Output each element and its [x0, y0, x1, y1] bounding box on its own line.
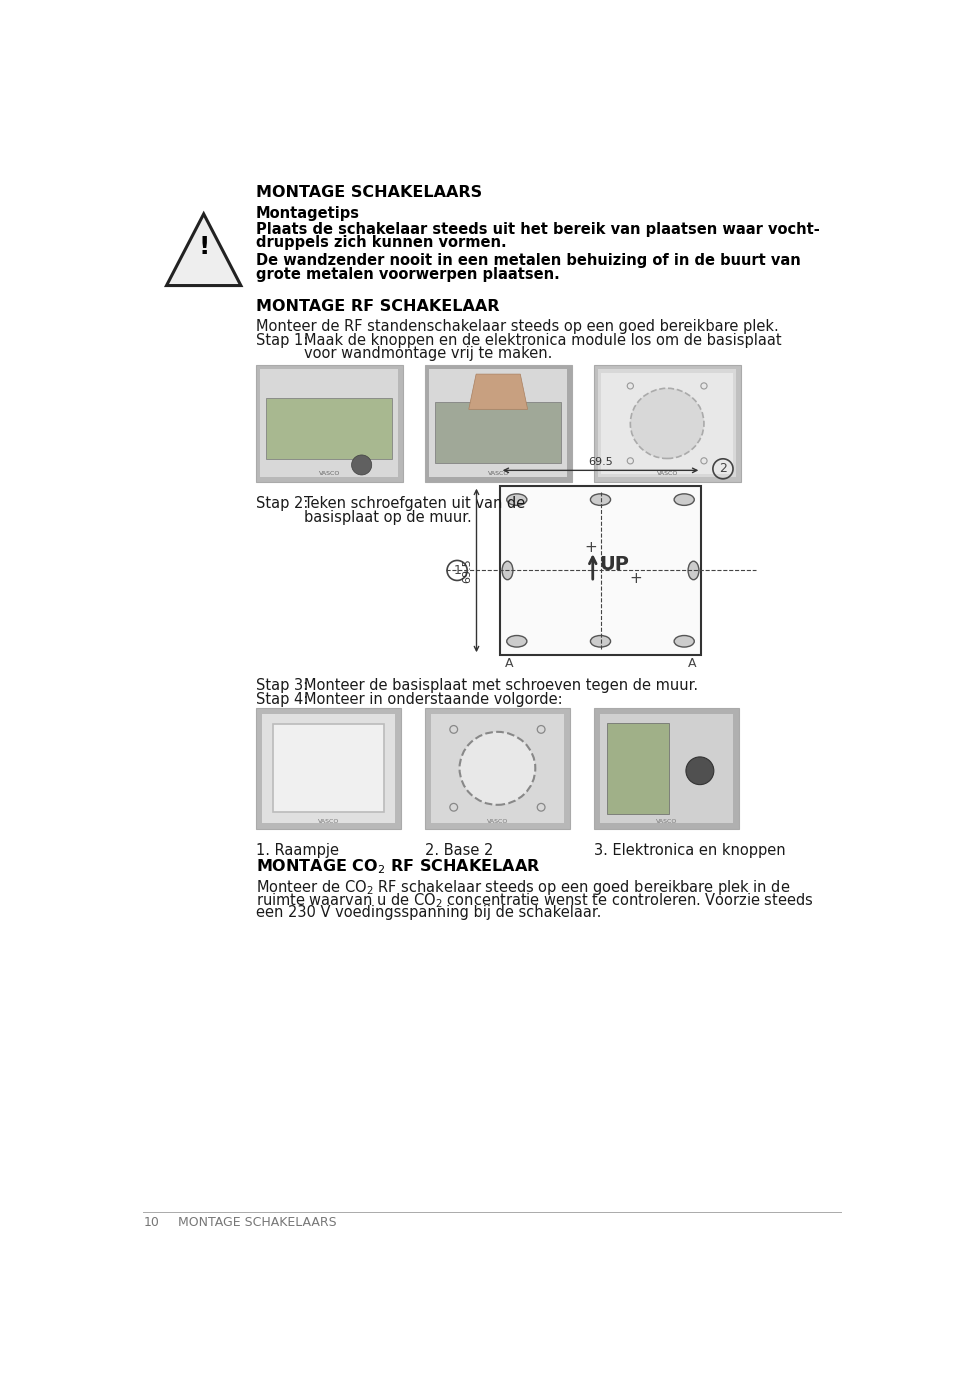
Polygon shape	[468, 374, 528, 410]
Ellipse shape	[590, 636, 611, 647]
FancyBboxPatch shape	[267, 397, 392, 458]
Text: A: A	[687, 656, 696, 670]
FancyBboxPatch shape	[500, 486, 701, 655]
Text: Teken schroefgaten uit van de: Teken schroefgaten uit van de	[304, 496, 526, 511]
Text: MONTAGE SCHAKELAARS: MONTAGE SCHAKELAARS	[179, 1216, 337, 1230]
Text: Maak de knoppen en de elektronica module los om de basisplaat: Maak de knoppen en de elektronica module…	[304, 332, 782, 348]
Text: MONTAGE RF SCHAKELAAR: MONTAGE RF SCHAKELAAR	[255, 299, 499, 313]
Ellipse shape	[590, 494, 611, 506]
Ellipse shape	[688, 561, 699, 580]
Text: Monteer de CO$_2$ RF schakelaar steeds op een goed bereikbare plek in de: Monteer de CO$_2$ RF schakelaar steeds o…	[255, 878, 790, 896]
FancyBboxPatch shape	[598, 370, 736, 478]
Ellipse shape	[460, 731, 536, 805]
Text: A: A	[505, 656, 514, 670]
Circle shape	[686, 758, 714, 785]
Text: voor wandmontage vrij te maken.: voor wandmontage vrij te maken.	[304, 346, 553, 361]
Text: 2. Base 2: 2. Base 2	[424, 843, 492, 859]
FancyBboxPatch shape	[436, 402, 561, 463]
FancyBboxPatch shape	[593, 708, 739, 830]
Ellipse shape	[507, 636, 527, 647]
FancyBboxPatch shape	[424, 364, 572, 482]
Text: VASCO: VASCO	[487, 819, 508, 824]
Text: De wandzender nooit in een metalen behuizing of in de buurt van: De wandzender nooit in een metalen behui…	[255, 253, 801, 269]
Text: !: !	[198, 234, 209, 259]
Text: 10: 10	[143, 1216, 159, 1230]
Text: VASCO: VASCO	[656, 819, 677, 824]
Text: 69.5: 69.5	[588, 457, 612, 467]
Text: MONTAGE CO$_2$ RF SCHAKELAAR: MONTAGE CO$_2$ RF SCHAKELAAR	[255, 857, 540, 877]
Text: 2: 2	[719, 463, 727, 475]
Ellipse shape	[631, 388, 704, 458]
Text: 1. Raampje: 1. Raampje	[255, 843, 339, 859]
Text: Stap 2:: Stap 2:	[255, 496, 308, 511]
Text: een 230 V voedingsspanning bij de schakelaar.: een 230 V voedingsspanning bij de schake…	[255, 906, 601, 921]
Text: 3. Elektronica en knoppen: 3. Elektronica en knoppen	[593, 843, 785, 859]
Text: VASCO: VASCO	[657, 471, 678, 475]
Text: +: +	[585, 540, 597, 555]
FancyBboxPatch shape	[600, 713, 733, 823]
Text: Stap 1:: Stap 1:	[255, 332, 308, 348]
FancyBboxPatch shape	[429, 370, 567, 478]
Text: 69.5: 69.5	[462, 558, 472, 583]
Ellipse shape	[502, 561, 513, 580]
FancyBboxPatch shape	[431, 713, 564, 823]
Ellipse shape	[507, 494, 527, 506]
Circle shape	[351, 454, 372, 475]
Text: VASCO: VASCO	[319, 471, 340, 475]
Text: druppels zich kunnen vormen.: druppels zich kunnen vormen.	[255, 235, 506, 251]
FancyBboxPatch shape	[260, 370, 398, 478]
Text: 1: 1	[453, 564, 461, 578]
Text: ruimte waarvan u de CO$_2$ concentratie wenst te controleren. Voorzie steeds: ruimte waarvan u de CO$_2$ concentratie …	[255, 892, 813, 910]
Ellipse shape	[674, 636, 694, 647]
FancyBboxPatch shape	[593, 364, 741, 482]
Text: Monteer de basisplaat met schroeven tegen de muur.: Monteer de basisplaat met schroeven tege…	[304, 679, 699, 694]
Text: VASCO: VASCO	[318, 819, 339, 824]
Text: UP: UP	[599, 555, 630, 573]
Text: Stap 3:: Stap 3:	[255, 679, 308, 694]
Text: Montagetips: Montagetips	[255, 206, 360, 222]
FancyBboxPatch shape	[601, 373, 733, 474]
FancyBboxPatch shape	[424, 708, 570, 830]
Text: Plaats de schakelaar steeds uit het bereik van plaatsen waar vocht-: Plaats de schakelaar steeds uit het bere…	[255, 222, 820, 237]
Text: Stap 4:: Stap 4:	[255, 692, 308, 708]
FancyBboxPatch shape	[273, 724, 384, 812]
FancyBboxPatch shape	[608, 723, 669, 814]
Text: grote metalen voorwerpen plaatsen.: grote metalen voorwerpen plaatsen.	[255, 267, 560, 283]
FancyBboxPatch shape	[255, 708, 401, 830]
Text: MONTAGE SCHAKELAARS: MONTAGE SCHAKELAARS	[255, 184, 482, 199]
FancyBboxPatch shape	[255, 364, 403, 482]
Text: basisplaat op de muur.: basisplaat op de muur.	[304, 510, 472, 525]
FancyBboxPatch shape	[262, 713, 396, 823]
Text: VASCO: VASCO	[488, 471, 509, 475]
Text: +: +	[629, 571, 641, 586]
Polygon shape	[166, 213, 241, 285]
Text: Monteer de RF standenschakelaar steeds op een goed bereikbare plek.: Monteer de RF standenschakelaar steeds o…	[255, 319, 779, 334]
Text: Monteer in onderstaande volgorde:: Monteer in onderstaande volgorde:	[304, 692, 564, 708]
Ellipse shape	[674, 494, 694, 506]
